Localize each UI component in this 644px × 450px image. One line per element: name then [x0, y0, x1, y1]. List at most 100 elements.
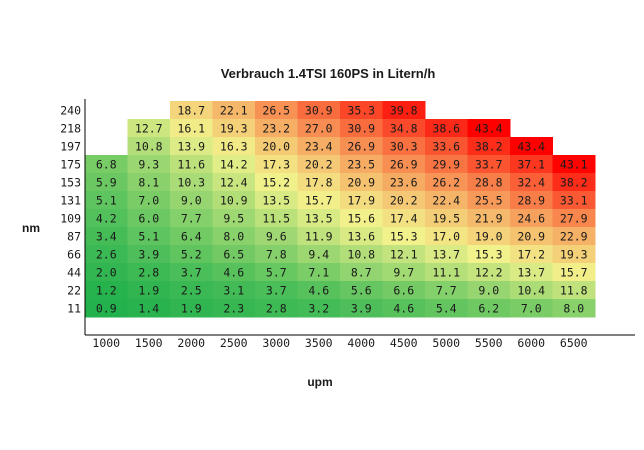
heatmap-cell: [382, 263, 426, 282]
heatmap-cell: [467, 263, 511, 282]
heatmap-cell: [510, 209, 553, 228]
cell-value-label: 10.8: [347, 248, 375, 262]
cell-value-label: 39.8: [390, 104, 418, 118]
cell-value-label: 1.9: [181, 302, 202, 316]
heatmap-cell: [255, 173, 298, 192]
heatmap-cell: [127, 245, 171, 264]
cell-value-label: 15.3: [475, 248, 503, 262]
cell-value-label: 23.2: [262, 122, 290, 136]
cell-value-label: 38.2: [475, 140, 503, 154]
heatmap-cell: [510, 137, 553, 156]
cell-value-label: 25.5: [475, 194, 503, 208]
x-tick-label: 3500: [305, 336, 333, 350]
cell-value-label: 43.4: [517, 140, 545, 154]
cell-value-label: 28.9: [517, 194, 545, 208]
heatmap-cell: [297, 191, 341, 210]
cell-value-label: 29.9: [432, 158, 460, 172]
heatmap-cell: [170, 191, 213, 210]
cell-value-label: 12.2: [475, 266, 503, 280]
cell-value-label: 27.0: [305, 122, 333, 136]
cell-value-label: 10.4: [517, 284, 545, 298]
heatmap-cell: [467, 137, 511, 156]
chart-title: Verbrauch 1.4TSI 160PS in Litern/h: [221, 66, 436, 81]
cell-value-label: 17.2: [517, 248, 545, 262]
cell-value-label: 7.8: [266, 248, 287, 262]
cell-value-label: 5.1: [138, 230, 159, 244]
heatmap-cell: [255, 137, 298, 156]
heatmap-cell: [510, 155, 553, 174]
heatmap-cell: [297, 209, 341, 228]
heatmap-cell: [255, 101, 298, 120]
cell-value-label: 2.6: [96, 248, 117, 262]
heatmap-cell: [170, 137, 213, 156]
x-tick-label: 1500: [135, 336, 163, 350]
heatmap-cell: [382, 245, 426, 264]
cell-value-label: 20.9: [347, 176, 375, 190]
heatmap-cell: [170, 227, 213, 246]
cell-value-label: 20.2: [390, 194, 418, 208]
heatmap-cell: [255, 281, 298, 300]
cell-value-label: 17.0: [432, 230, 460, 244]
cell-value-label: 6.4: [181, 230, 202, 244]
cell-value-label: 18.7: [177, 104, 205, 118]
cell-value-label: 7.1: [308, 266, 329, 280]
cell-value-label: 2.8: [266, 302, 287, 316]
cell-value-label: 11.1: [432, 266, 460, 280]
cell-value-label: 20.2: [305, 158, 333, 172]
heatmap-cell: [382, 173, 426, 192]
cell-value-label: 9.0: [181, 194, 202, 208]
cell-value-label: 11.8: [560, 284, 588, 298]
cell-value-label: 17.9: [347, 194, 375, 208]
heatmap-cell: [382, 155, 426, 174]
heatmap-cell: [170, 209, 213, 228]
cell-value-label: 13.6: [347, 230, 375, 244]
cell-value-label: 10.9: [220, 194, 248, 208]
heatmap-cell: [467, 119, 511, 138]
heatmap-cell: [297, 155, 341, 174]
heatmap-cell: [297, 281, 341, 300]
heatmap-cell: [510, 173, 553, 192]
cell-value-label: 1.9: [138, 284, 159, 298]
cell-value-label: 8.7: [351, 266, 372, 280]
heatmap-cell: [340, 155, 383, 174]
cell-value-label: 5.4: [436, 302, 457, 316]
heatmap-cell: [425, 119, 468, 138]
cell-value-label: 13.5: [305, 212, 333, 226]
heatmap-cell: [340, 263, 383, 282]
heatmap-cell: [552, 191, 596, 210]
heatmap-cell: [510, 227, 553, 246]
cell-value-label: 13.9: [177, 140, 205, 154]
x-tick-label: 5000: [432, 336, 460, 350]
cell-value-label: 17.8: [305, 176, 333, 190]
heatmap-cell: [425, 155, 468, 174]
y-tick-label: 44: [67, 266, 81, 280]
heatmap-cell: [127, 281, 171, 300]
heatmap-cell: [425, 263, 468, 282]
cell-value-label: 3.2: [308, 302, 329, 316]
cell-value-label: 2.8: [138, 266, 159, 280]
y-tick-label: 153: [60, 176, 81, 190]
heatmap-cell: [340, 137, 383, 156]
heatmap-cell: [212, 209, 256, 228]
heatmap-cell: [510, 263, 553, 282]
cell-value-label: 22.4: [432, 194, 460, 208]
y-tick-label: 218: [60, 122, 81, 136]
cell-value-label: 16.3: [220, 140, 248, 154]
heatmap-cell: [340, 173, 383, 192]
heatmap-cell: [127, 119, 171, 138]
cell-value-label: 20.0: [262, 140, 290, 154]
heatmap-cell: [425, 191, 468, 210]
heatmap-cell: [85, 191, 128, 210]
cell-value-label: 4.6: [223, 266, 244, 280]
y-tick-label: 87: [67, 230, 81, 244]
y-axis-label: nm: [22, 221, 40, 235]
heatmap-cell: [297, 227, 341, 246]
cell-value-label: 20.9: [517, 230, 545, 244]
x-tick-label: 4000: [347, 336, 375, 350]
heatmap-cell: [382, 101, 426, 120]
heatmap-cell: [85, 227, 128, 246]
cell-value-label: 9.7: [393, 266, 414, 280]
x-tick-label: 1000: [92, 336, 120, 350]
cell-value-label: 26.9: [347, 140, 375, 154]
heatmap-cell: [552, 155, 596, 174]
